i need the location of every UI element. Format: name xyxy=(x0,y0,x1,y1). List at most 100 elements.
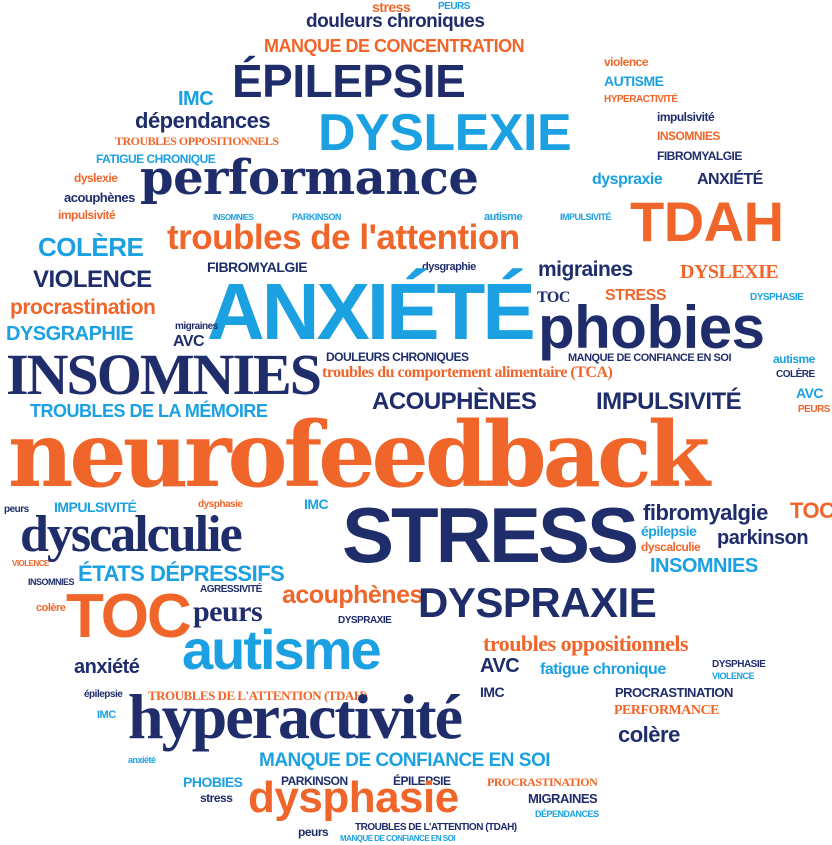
word-toc: TOC xyxy=(537,289,570,306)
word-avc-lower: AVC xyxy=(480,655,520,677)
word-impulsivite-large: IMPULSIVITÉ xyxy=(596,388,742,415)
word-toc-large: TOC xyxy=(66,582,192,651)
word-autisme: AUTISME xyxy=(604,73,664,89)
word-troubles-attention-tdah-bottom: TROUBLES DE L'ATTENTION (TDAH) xyxy=(355,822,517,833)
word-dysphasie: DYSPHASIE xyxy=(750,292,804,303)
word-insomnies-tiny: INSOMNIES xyxy=(28,577,75,587)
word-avc: AVC xyxy=(173,333,205,350)
word-fibromyalgie: FIBROMYALGIE xyxy=(657,149,742,163)
word-stress: stress xyxy=(372,0,411,15)
word-dyslexie: dyslexie xyxy=(74,171,118,185)
word-procrastination-caps: PROCRASTINATION xyxy=(615,685,733,700)
word-parkinson-caps: PARKINSON xyxy=(281,774,348,788)
word-dysphasie-orange: dysphasie xyxy=(198,499,243,510)
word-impulsivite-blue: IMPULSIVITÉ xyxy=(54,499,137,515)
word-insomnies: INSOMNIES xyxy=(657,129,720,143)
word-stress-caps: STRESS xyxy=(605,287,667,304)
word-violence: violence xyxy=(604,55,649,69)
word-epilepsie-small: épilepsie xyxy=(84,689,123,700)
word-imc: IMC xyxy=(178,88,214,110)
word-violence-small: VIOLENCE xyxy=(12,559,49,568)
word-troubles-de-l-attention: troubles de l'attention xyxy=(167,218,520,257)
word-imc-small: IMC xyxy=(97,709,116,721)
word-peurs: PEURS xyxy=(438,1,470,12)
word-dependances-caps: DÉPENDANCES xyxy=(535,809,599,819)
word-dysgraphie: dysgraphie xyxy=(422,261,476,273)
word-performance: performance xyxy=(140,150,479,206)
word-peurs-right: PEURS xyxy=(798,404,830,415)
word-stress-small: stress xyxy=(200,791,233,805)
word-insomnies-small: INSOMNIES xyxy=(213,213,254,222)
word-fibromyalgie-caps: FIBROMYALGIE xyxy=(207,259,308,275)
word-dyslexie-caps: DYSLEXIE xyxy=(680,261,779,283)
word-epilepsie-lower: épilepsie xyxy=(641,523,697,539)
word-imc-blue: IMC xyxy=(304,496,329,512)
word-troubles-de-la-memoire: TROUBLES DE LA MÉMOIRE xyxy=(30,401,268,421)
word-colere-caps: COLÈRE xyxy=(776,369,815,380)
word-troubles-oppositionnels: TROUBLES OPPOSITIONNELS xyxy=(115,134,279,148)
word-neurofeedback: neurofeedback xyxy=(8,402,710,508)
word-anxiete-small: anxiété xyxy=(128,755,156,765)
word-hyperactivite: HYPERACTIVITÉ xyxy=(604,94,678,105)
word-fibromyalgie-lower: fibromyalgie xyxy=(643,500,768,525)
word-anxiete-large: ANXIÉTÉ xyxy=(207,267,536,356)
word-impulsivite: impulsivité xyxy=(657,110,715,124)
word-dyspraxie: dyspraxie xyxy=(592,171,663,188)
word-colere-small: colère xyxy=(36,602,66,614)
word-epilepsie-caps: ÉPILEPSIE xyxy=(393,774,451,788)
word-insomnies-large: INSOMNIES xyxy=(6,342,322,407)
word-parkinson-lower: parkinson xyxy=(717,527,809,549)
word-troubles-oppositionnels-large: troubles oppositionnels xyxy=(483,631,689,656)
word-manque-de-confiance-bottom: MANQUE DE CONFIANCE EN SOI xyxy=(340,834,456,843)
word-dyspraxie-small: DYSPRAXIE xyxy=(338,615,392,626)
word-dependances: dépendances xyxy=(135,108,271,133)
word-douleurs-chroniques: douleurs chroniques xyxy=(306,11,485,32)
word-impulsivite-2: impulsivité xyxy=(58,208,116,222)
word-autisme-small: autisme xyxy=(484,211,523,223)
word-phobies-caps: PHOBIES xyxy=(183,774,243,790)
word-anxiete-lower: anxiété xyxy=(74,656,140,678)
word-procrastination-orange: PROCRASTINATION xyxy=(487,775,598,789)
word-migraines-small: migraines xyxy=(175,321,218,332)
word-anxiete: ANXIÉTÉ xyxy=(697,171,763,188)
word-hyperactivite-large: hyperactivité xyxy=(128,681,463,752)
word-autisme-right: autisme xyxy=(773,352,815,366)
word-violence-caps: VIOLENCE xyxy=(33,266,152,293)
word-troubles-du-comportement-alimentaire: troubles du comportement alimentaire (TC… xyxy=(322,364,613,381)
word-peurs-large: peurs xyxy=(193,595,263,628)
word-avc-right: AVC xyxy=(796,385,824,401)
word-impulsivite-caps: IMPULSIVITÉ xyxy=(560,212,612,222)
word-fatigue-chronique: FATIGUE CHRONIQUE xyxy=(96,152,216,166)
word-dysphasie-caps: DYSPHASIE xyxy=(712,659,766,670)
word-dysphasie-large: dysphasie xyxy=(248,773,459,822)
word-epilepsie: ÉPILEPSIE xyxy=(232,55,466,107)
word-tdah: TDAH xyxy=(630,190,784,253)
word-autisme-large: autisme xyxy=(182,618,382,681)
word-dyscalculie: dyscalculie xyxy=(20,506,243,563)
word-agressivite: AGRESSIVITÉ xyxy=(200,584,262,595)
word-parkinson: PARKINSON xyxy=(292,212,341,222)
word-troubles-de-l-attention-tdah: TROUBLES DE L'ATTENTION (TDAH) xyxy=(148,688,368,703)
word-fatigue-chronique-lower: fatigue chronique xyxy=(540,661,666,678)
word-dysgraphie-caps: DYSGRAPHIE xyxy=(6,323,134,345)
word-imc-lower: IMC xyxy=(480,684,505,700)
word-dyslexie: DYSLEXIE xyxy=(318,104,572,162)
word-migraines: migraines xyxy=(538,258,633,281)
word-migraines-caps: MIGRAINES xyxy=(528,791,598,806)
word-performance-caps: PERFORMANCE xyxy=(614,703,719,718)
word-colere-lower: colère xyxy=(618,722,680,747)
word-phobies: phobies xyxy=(538,294,765,361)
word-dyscalculie-small: dyscalculie xyxy=(641,540,701,554)
word-manque-de-confiance: MANQUE DE CONFIANCE EN SOI xyxy=(568,352,732,364)
word-manque-de-concentration: MANQUE DE CONCENTRATION xyxy=(264,36,525,56)
word-violence-blue: VIOLENCE xyxy=(712,671,755,681)
word-acouphenes: acouphènes xyxy=(64,190,135,205)
word-toc-right: TOC xyxy=(790,498,832,523)
word-etats-depressifs: ÉTATS DÉPRESSIFS xyxy=(78,561,285,586)
word-douleurs-chroniques-caps: DOULEURS CHRONIQUES xyxy=(326,350,469,364)
word-peurs-bottom: peurs xyxy=(298,825,329,839)
word-acouphenes-orange: acouphènes xyxy=(282,581,423,609)
word-manque-de-confiance-large: MANQUE DE CONFIANCE EN SOI xyxy=(259,750,551,771)
word-dyspraxie-large: DYSPRAXIE xyxy=(418,579,657,626)
